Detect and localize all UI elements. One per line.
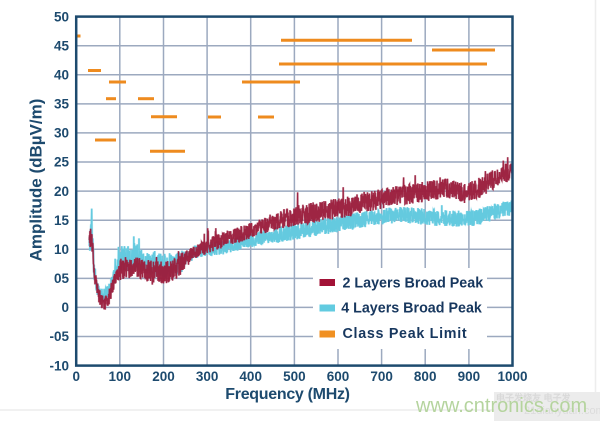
svg-text:-05: -05 [49,329,69,344]
svg-text:电子发烧友 电子发: 电子发烧友 电子发 [496,392,572,403]
svg-text:Amplitude (dBµV/m): Amplitude (dBµV/m) [27,99,46,262]
svg-text:4 Layers Broad Peak: 4 Layers Broad Peak [341,300,482,316]
svg-text:-10: -10 [49,358,69,373]
svg-text:30: 30 [54,126,69,141]
svg-text:600: 600 [327,369,350,384]
svg-text:10: 10 [54,242,69,257]
svg-text:20: 20 [54,184,69,199]
svg-text:40: 40 [54,68,69,83]
svg-text:35: 35 [54,97,70,112]
svg-text:25: 25 [54,155,70,170]
svg-text:50: 50 [54,9,69,24]
svg-text:900: 900 [458,369,481,384]
svg-text:0: 0 [72,369,80,384]
svg-text:www.cntronics.com: www.cntronics.com [415,395,587,417]
svg-text:Class Peak Limit: Class Peak Limit [343,326,468,342]
svg-text:45: 45 [54,38,70,53]
svg-text:100: 100 [109,369,132,384]
svg-text:21dianyuan.com: 21dianyuan.com [524,405,600,417]
svg-text:300: 300 [196,369,219,384]
svg-text:05: 05 [54,271,70,286]
svg-text:0: 0 [61,300,69,315]
svg-text:400: 400 [239,369,262,384]
svg-text:15: 15 [54,213,70,228]
svg-text:500: 500 [283,369,306,384]
svg-text:Frequency (MHz): Frequency (MHz) [225,386,349,403]
svg-text:200: 200 [152,369,175,384]
svg-text:2 Layers Broad Peak: 2 Layers Broad Peak [343,275,484,291]
svg-text:1000: 1000 [497,369,527,384]
svg-text:700: 700 [370,369,393,384]
svg-text:800: 800 [414,369,437,384]
